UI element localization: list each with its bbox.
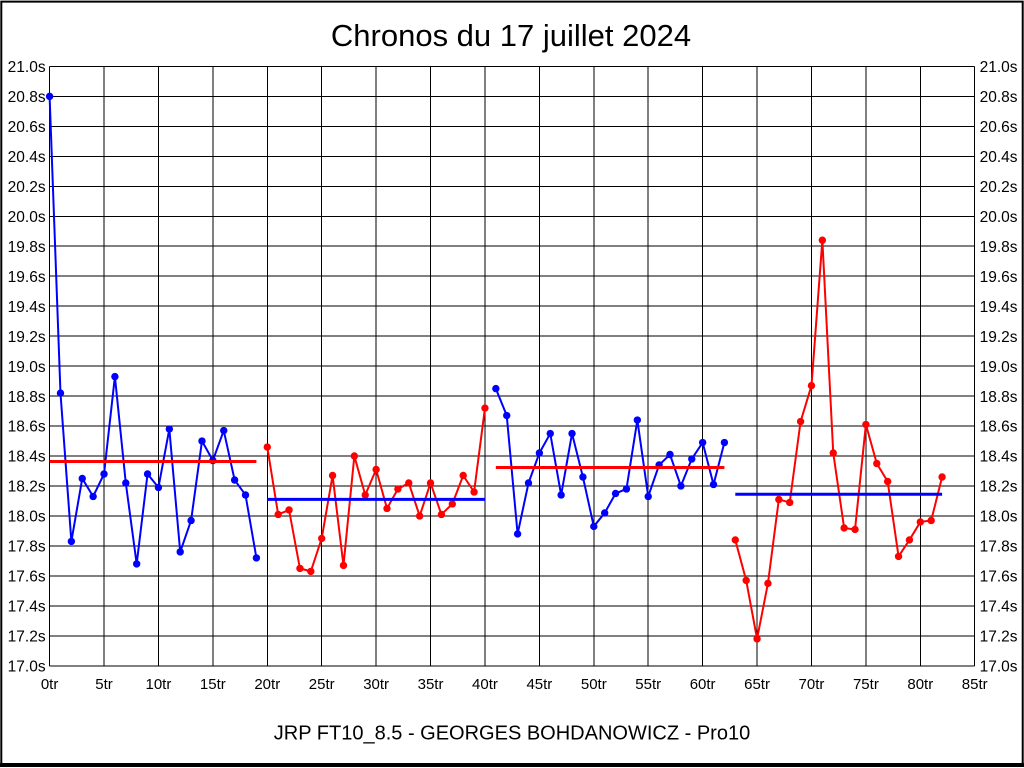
svg-text:17.6s: 17.6s xyxy=(8,569,46,586)
svg-text:19.2s: 19.2s xyxy=(8,329,46,346)
svg-text:18.0s: 18.0s xyxy=(980,509,1018,526)
svg-text:15tr: 15tr xyxy=(200,676,226,693)
svg-text:45tr: 45tr xyxy=(526,676,552,693)
svg-text:20tr: 20tr xyxy=(254,676,280,693)
svg-text:19.8s: 19.8s xyxy=(980,239,1018,256)
svg-text:20.6s: 20.6s xyxy=(8,119,46,136)
svg-text:18.2s: 18.2s xyxy=(8,479,46,496)
svg-text:18.8s: 18.8s xyxy=(980,389,1018,406)
svg-text:18.4s: 18.4s xyxy=(980,449,1018,466)
svg-text:60tr: 60tr xyxy=(690,676,716,693)
svg-text:18.4s: 18.4s xyxy=(8,449,46,466)
svg-text:35tr: 35tr xyxy=(418,676,444,693)
svg-text:17.8s: 17.8s xyxy=(980,539,1018,556)
svg-text:50tr: 50tr xyxy=(581,676,607,693)
svg-text:20.8s: 20.8s xyxy=(980,89,1018,106)
svg-text:19.6s: 19.6s xyxy=(8,269,46,286)
svg-text:19.8s: 19.8s xyxy=(8,239,46,256)
svg-text:0tr: 0tr xyxy=(41,676,59,693)
svg-text:19.4s: 19.4s xyxy=(980,299,1018,316)
svg-text:55tr: 55tr xyxy=(635,676,661,693)
svg-text:20.4s: 20.4s xyxy=(980,149,1018,166)
svg-text:Chronos du 17 juillet 2024: Chronos du 17 juillet 2024 xyxy=(331,18,691,53)
svg-text:85tr: 85tr xyxy=(962,676,988,693)
svg-text:19.2s: 19.2s xyxy=(980,329,1018,346)
svg-text:20.0s: 20.0s xyxy=(980,209,1018,226)
svg-text:80tr: 80tr xyxy=(907,676,933,693)
svg-text:18.6s: 18.6s xyxy=(8,419,46,436)
svg-text:JRP FT10_8.5 - GEORGES BOHDANO: JRP FT10_8.5 - GEORGES BOHDANOWICZ - Pro… xyxy=(274,723,750,745)
svg-text:17.4s: 17.4s xyxy=(8,599,46,616)
svg-text:19.0s: 19.0s xyxy=(8,359,46,376)
svg-text:10tr: 10tr xyxy=(146,676,172,693)
svg-text:20.2s: 20.2s xyxy=(980,179,1018,196)
svg-text:40tr: 40tr xyxy=(472,676,498,693)
svg-text:65tr: 65tr xyxy=(744,676,770,693)
svg-text:20.8s: 20.8s xyxy=(8,89,46,106)
svg-text:21.0s: 21.0s xyxy=(8,59,46,76)
svg-text:75tr: 75tr xyxy=(853,676,879,693)
svg-text:20.2s: 20.2s xyxy=(8,179,46,196)
svg-text:17.2s: 17.2s xyxy=(980,629,1018,646)
svg-text:17.4s: 17.4s xyxy=(980,599,1018,616)
svg-text:70tr: 70tr xyxy=(799,676,825,693)
svg-text:17.8s: 17.8s xyxy=(8,539,46,556)
svg-text:17.2s: 17.2s xyxy=(8,629,46,646)
svg-text:25tr: 25tr xyxy=(309,676,335,693)
svg-text:17.0s: 17.0s xyxy=(8,659,46,676)
svg-text:5tr: 5tr xyxy=(95,676,113,693)
svg-text:30tr: 30tr xyxy=(363,676,389,693)
svg-text:18.6s: 18.6s xyxy=(980,419,1018,436)
svg-text:17.0s: 17.0s xyxy=(980,659,1018,676)
svg-text:19.0s: 19.0s xyxy=(980,359,1018,376)
svg-text:19.4s: 19.4s xyxy=(8,299,46,316)
svg-text:20.0s: 20.0s xyxy=(8,209,46,226)
svg-text:20.6s: 20.6s xyxy=(980,119,1018,136)
svg-text:20.4s: 20.4s xyxy=(8,149,46,166)
svg-text:17.6s: 17.6s xyxy=(980,569,1018,586)
svg-text:18.2s: 18.2s xyxy=(980,479,1018,496)
svg-text:18.0s: 18.0s xyxy=(8,509,46,526)
svg-text:18.8s: 18.8s xyxy=(8,389,46,406)
svg-text:21.0s: 21.0s xyxy=(980,59,1018,76)
svg-text:19.6s: 19.6s xyxy=(980,269,1018,286)
